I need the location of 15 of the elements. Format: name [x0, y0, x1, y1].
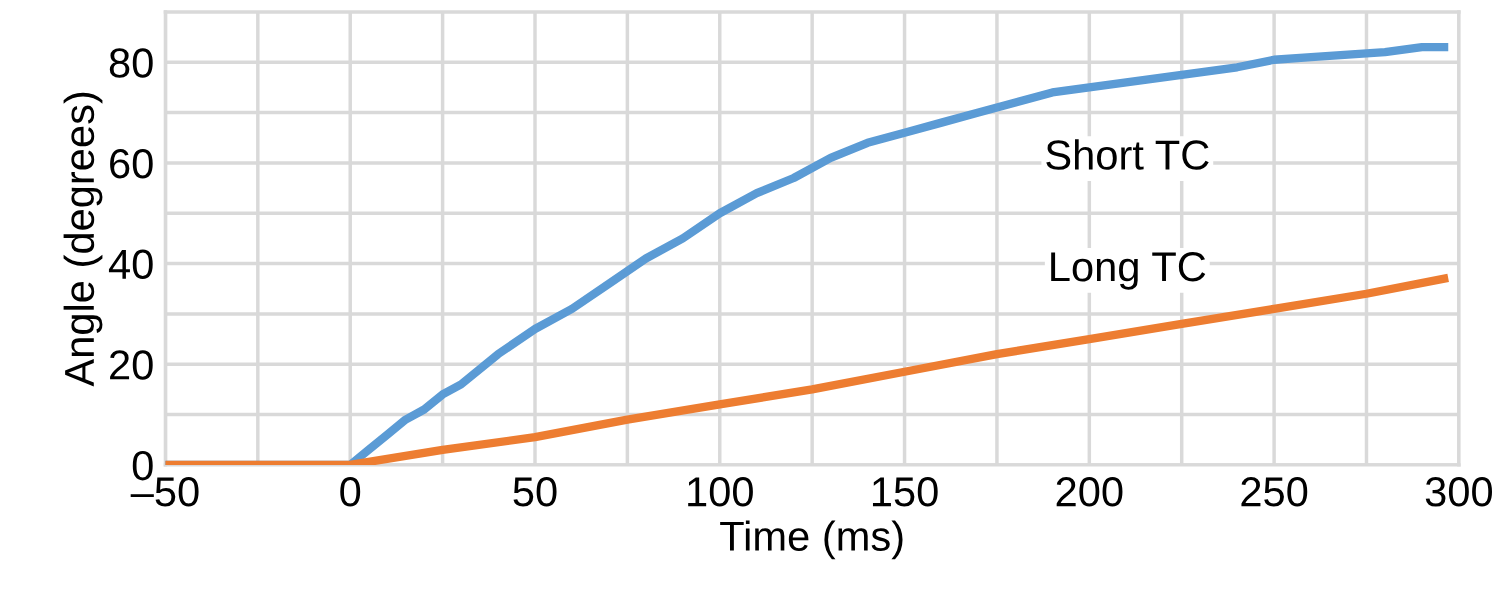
series-label: Long TC — [1051, 252, 1206, 290]
y-tick-label: 60 — [110, 148, 153, 179]
x-tick-label: 250 — [1241, 477, 1308, 507]
y-tick-label: 80 — [109, 48, 153, 78]
x-tick-label: 150 — [872, 477, 938, 507]
y-axis-title: Angle (degrees) — [63, 92, 103, 387]
x-tick-label: 300 — [1425, 477, 1493, 507]
x-axis-title: Time (ms) — [720, 520, 903, 560]
x-tick-label: 50 — [513, 477, 557, 507]
x-tick-label: 200 — [1056, 477, 1123, 507]
series-label: Short TC — [1046, 139, 1209, 170]
y-tick-label: 40 — [108, 249, 153, 280]
x-tick-label: 0 — [340, 477, 361, 507]
y-tick-label: 20 — [110, 350, 153, 380]
x-tick-label: 100 — [688, 477, 753, 507]
